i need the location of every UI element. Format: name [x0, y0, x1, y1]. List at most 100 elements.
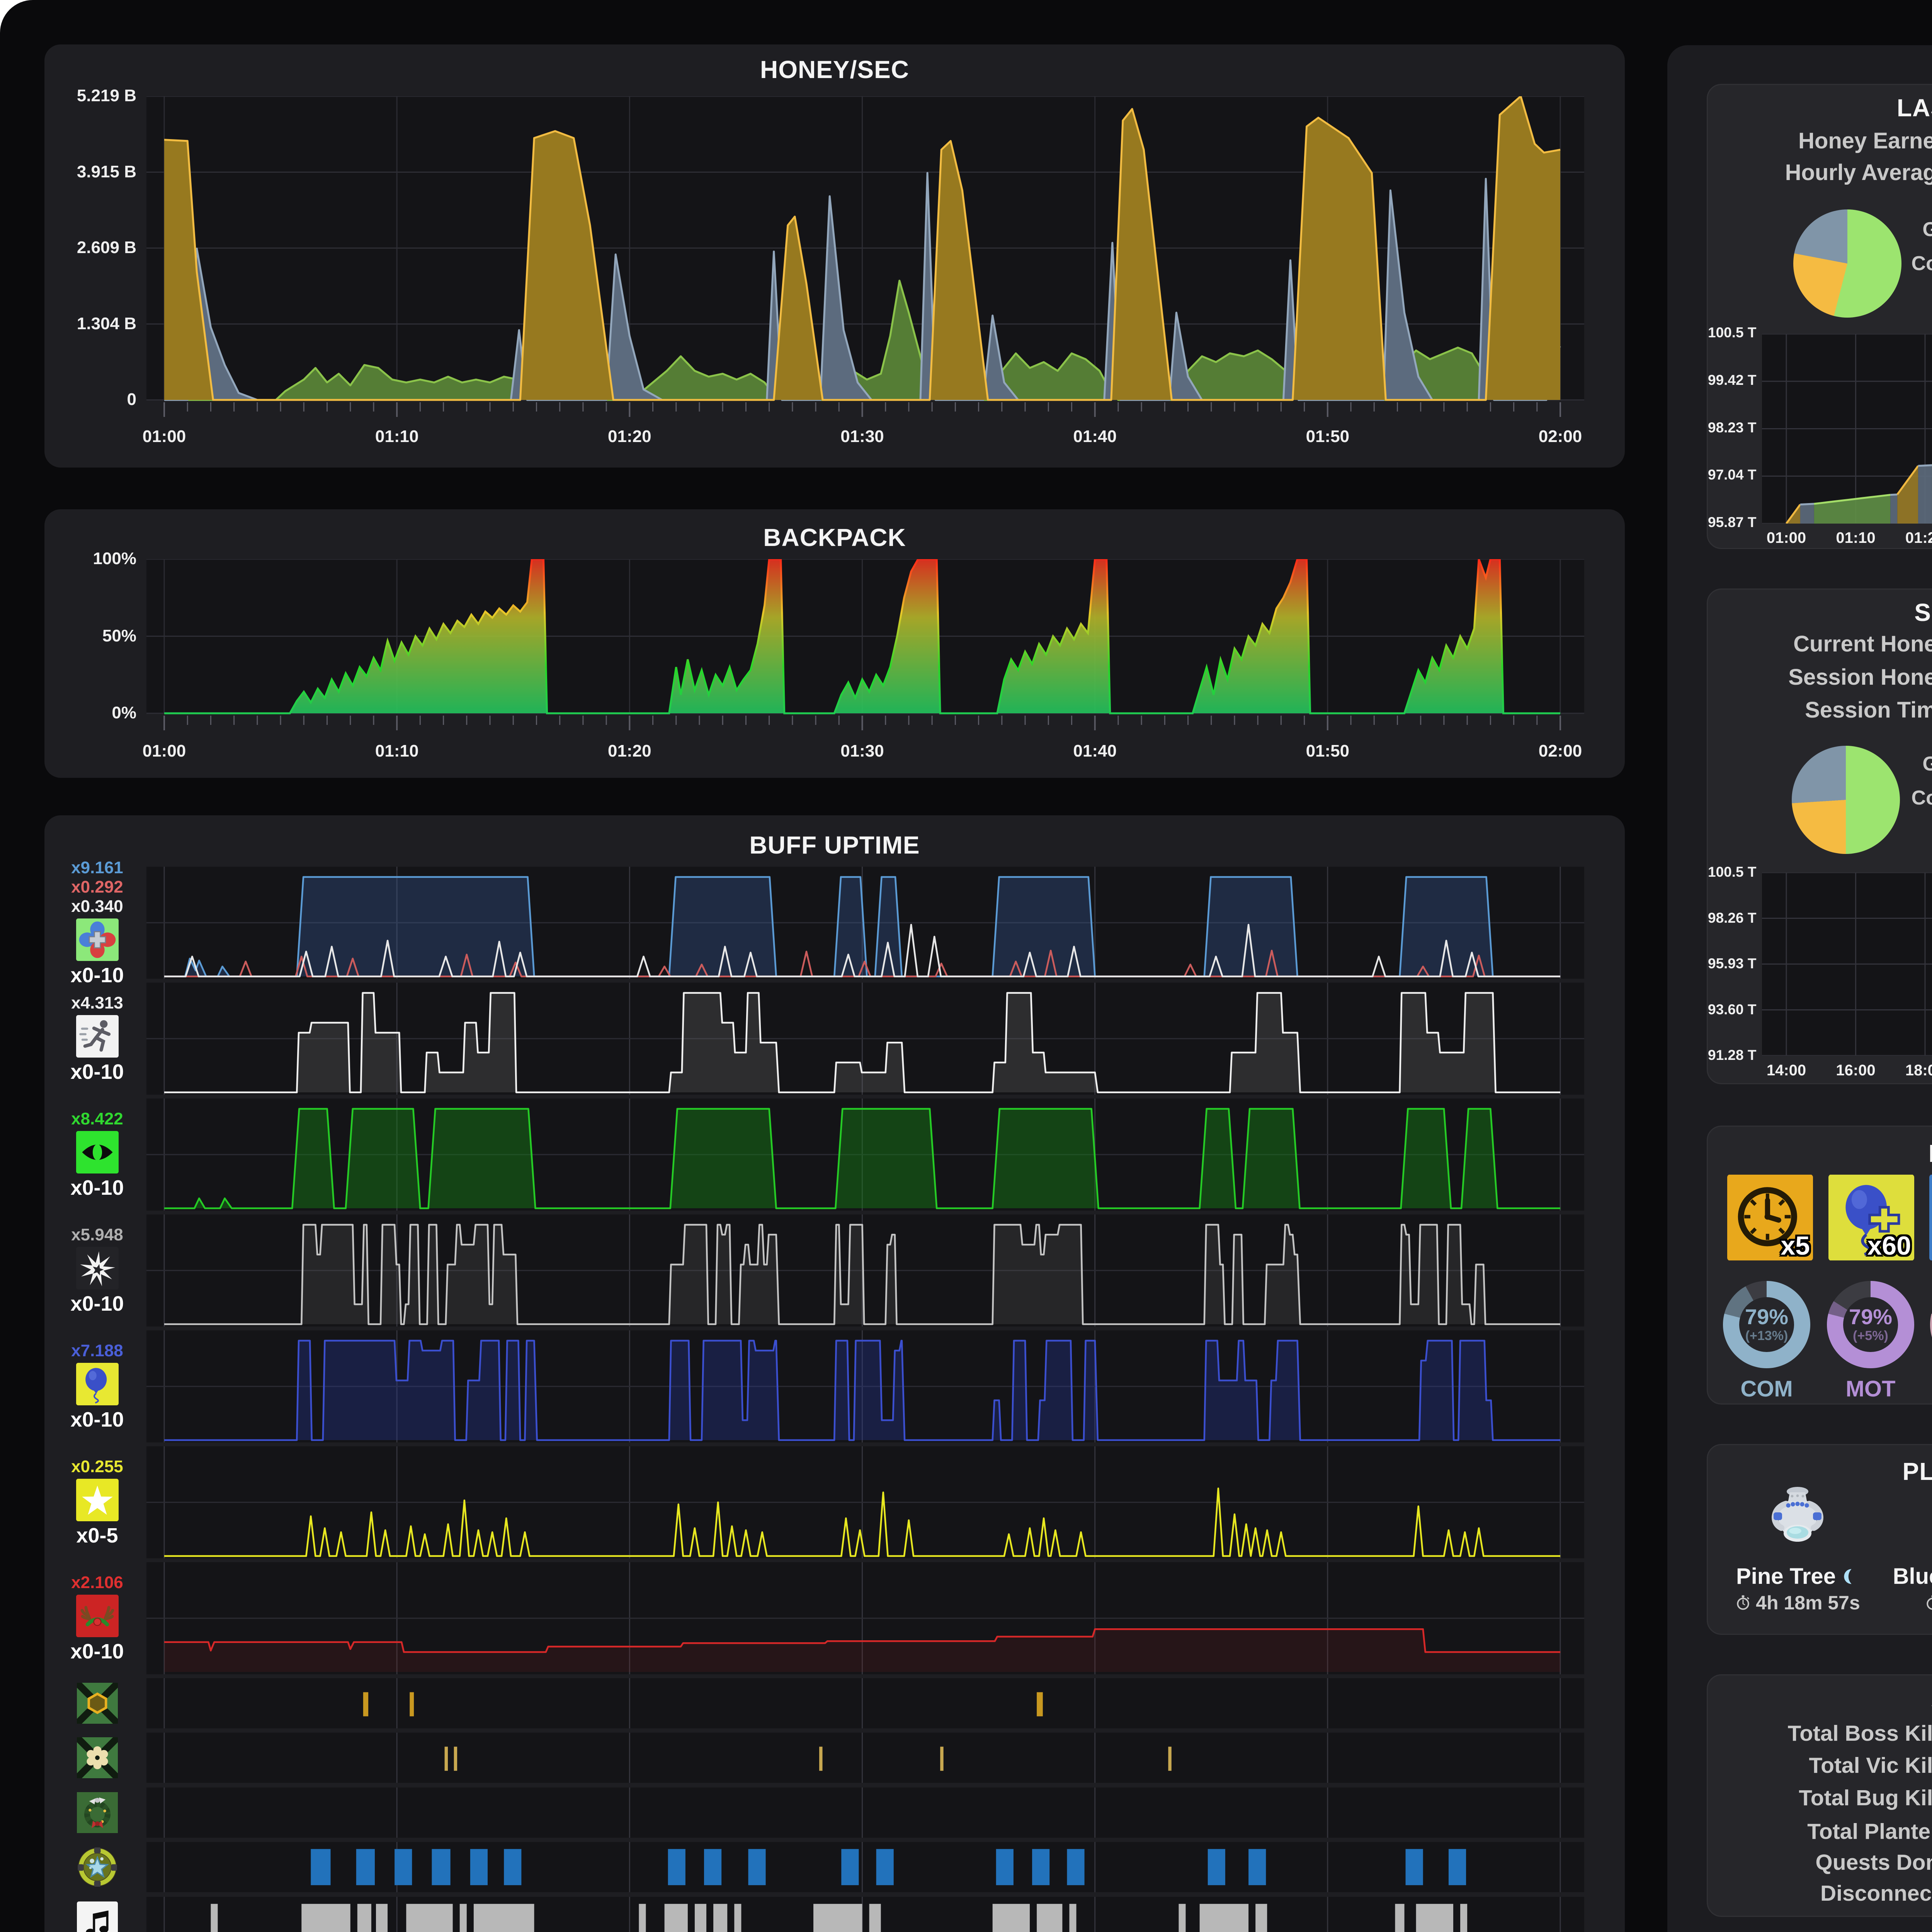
- axis-tick-label: 95.93 T: [1708, 956, 1757, 971]
- buff-row-chart: [146, 1787, 1584, 1838]
- stats-row: Total Bug Kills126: [1708, 1782, 1932, 1814]
- buff-multiplier-label: x0.340: [71, 897, 123, 916]
- buff-multiplier-label: x4.313: [71, 993, 123, 1012]
- honey-x-tick-label: 01:20: [608, 427, 651, 446]
- buff-row-chart: [146, 1733, 1584, 1783]
- buff-icon-wrap: [76, 1247, 119, 1289]
- stats-label: Total Boss Kills: [1787, 1721, 1932, 1746]
- honey-x-tick-label: 01:10: [375, 427, 419, 446]
- legend-row: Gather00:32:2054%: [1708, 216, 1932, 243]
- stats-row: Total Planters32: [1708, 1816, 1932, 1848]
- buff-range-label: x0-10: [70, 964, 124, 987]
- honey-x-tick-label: 01:30: [840, 427, 884, 446]
- buff-multiplier-label: x0.255: [71, 1457, 123, 1476]
- axis-tick-label: 98.23 T: [1708, 419, 1757, 435]
- gauge-label: MOT: [1845, 1376, 1896, 1401]
- axis-tick-label: 18:00: [1905, 1062, 1932, 1079]
- backpack-x-tick-label: 01:00: [142, 742, 186, 760]
- buff-icon-wrap: [71, 1678, 123, 1729]
- buff-tile-multiplier: x60: [1867, 1231, 1911, 1260]
- planter-name: Pine Tree: [1736, 1564, 1836, 1589]
- stats-row: Total Boss Kills0: [1708, 1718, 1932, 1750]
- planter-item: Blue Flower 6m 40s: [1883, 1480, 1932, 1614]
- buff-row-side: [54, 1678, 141, 1729]
- backpack-x-tick-label: 02:00: [1538, 742, 1582, 760]
- balloon-plus-icon: [1828, 1175, 1914, 1260]
- axis-tick-label: 99.42 T: [1708, 372, 1757, 388]
- buff-icon-wrap: [71, 1732, 123, 1784]
- stat-line: Current Honey100.5 T: [1708, 629, 1932, 660]
- axis-tick-label: 97.04 T: [1708, 467, 1757, 483]
- backpack-title: BACKPACK: [763, 524, 906, 551]
- buffs-title: BUFFS: [1708, 1139, 1932, 1168]
- stat-line: Hourly Average4.528 T (+5%): [1708, 157, 1932, 188]
- focus-icon: [76, 1131, 119, 1173]
- session-honey-chart: [1762, 872, 1932, 1056]
- gauge-label: SAT: [1930, 1376, 1932, 1402]
- planters-title: PLANTERS: [1902, 1458, 1932, 1485]
- stat-label: Session Honey: [1788, 665, 1932, 690]
- buff-row-side: [54, 1897, 141, 1932]
- stats-label: Quests Done: [1815, 1850, 1932, 1875]
- last-hour-pie-chart: [1793, 209, 1901, 318]
- buff-gauge-donut: 79% (+5%): [1827, 1281, 1914, 1368]
- buff-row-chart: [146, 1330, 1584, 1442]
- stat-label: Session Time: [1805, 697, 1932, 723]
- buff-range-label: x0-10: [70, 1176, 124, 1199]
- legend-row: Other00:13:0322%: [1708, 284, 1932, 311]
- buff-icon-wrap: [77, 1847, 118, 1888]
- music-icon: [77, 1901, 118, 1932]
- wreath-icon: [77, 1792, 118, 1833]
- buff-row-side: x8.422 x0-10: [54, 1099, 141, 1211]
- buff-gauge-donut: 79%: [1930, 1281, 1932, 1368]
- axis-tick-label: 91.28 T: [1708, 1047, 1757, 1063]
- buff-icon-wrap: [76, 1363, 119, 1405]
- session-pie-chart: [1792, 746, 1900, 854]
- buff-row-side: [54, 1787, 141, 1838]
- honey-per-sec-title: HONEY/SEC: [760, 56, 909, 83]
- honey-y-tick-label: 5.219 B: [77, 86, 136, 105]
- buff-row-side: x9.161 x0.292 x0.340 x0-10: [54, 858, 141, 987]
- stats-title: STATS: [1708, 1687, 1932, 1716]
- backpack-y-tick-label: 0%: [112, 703, 136, 722]
- buff-tile-multiplier: x5: [1781, 1231, 1810, 1260]
- reindeer-icon: [76, 1595, 119, 1637]
- buff-multiplier-label: x5.948: [71, 1225, 123, 1244]
- backpack-y-tick-label: 100%: [93, 549, 136, 568]
- clock-icon: [1727, 1175, 1813, 1260]
- honey-x-tick-label: 02:00: [1538, 427, 1582, 446]
- stats-label: Total Bug Kills: [1799, 1786, 1932, 1810]
- stats-row: Quests Done0: [1708, 1847, 1932, 1879]
- buff-uptime-panel: BUFF UPTIME x9.161 x0.292 x0.340 x0-10 x4.3…: [44, 815, 1625, 1932]
- buff-row-side: x4.313 x0-10: [54, 983, 141, 1095]
- stopwatch-icon: [1927, 1595, 1932, 1610]
- axis-tick-label: 100.5 T: [1708, 325, 1757, 340]
- stat-line: Session Honey9.320 T: [1708, 662, 1932, 693]
- donut-hole: 79% (+13%): [1739, 1297, 1794, 1352]
- planter-timer-row: 6m 40s: [1925, 1591, 1932, 1614]
- haste-icon: [76, 1015, 119, 1058]
- axis-tick-label: 01:10: [1836, 529, 1876, 546]
- session-title: SESSION: [1914, 599, 1932, 626]
- honey-token-icon: [71, 1678, 123, 1729]
- stat-line: Session Time02:03:29: [1708, 695, 1932, 726]
- last-hour-panel: LAST HOUR Honey Earned4.727 T ▲Hourly Av…: [1707, 84, 1932, 549]
- stats-row: Total Vic Kills0: [1708, 1750, 1932, 1782]
- legend-label: Gather: [1922, 218, 1932, 241]
- buff-multiplier-label: x2.106: [71, 1573, 123, 1592]
- backpack-x-tick-label: 01:40: [1073, 742, 1117, 760]
- buff-range-label: x0-10: [70, 1292, 124, 1315]
- buff-tile: x60: [1828, 1174, 1914, 1261]
- buff-row-side: [54, 1842, 141, 1892]
- buff-icon-wrap: [76, 1015, 119, 1058]
- buff-tile: x5: [1727, 1174, 1813, 1261]
- stat-label: Honey Earned: [1798, 128, 1932, 153]
- buff-uptime-title: BUFF UPTIME: [749, 831, 920, 859]
- planter-name-row: Pine Tree: [1736, 1564, 1859, 1589]
- legend-label: Other: [1794, 284, 1932, 311]
- planter-timer: 4h 18m 57s: [1756, 1592, 1860, 1614]
- star-jelly-icon: [77, 1847, 117, 1887]
- right-column: LAST HOUR Honey Earned4.727 T ▲Hourly Av…: [1667, 45, 1932, 1932]
- buff-tile: x5.87: [1929, 1174, 1932, 1261]
